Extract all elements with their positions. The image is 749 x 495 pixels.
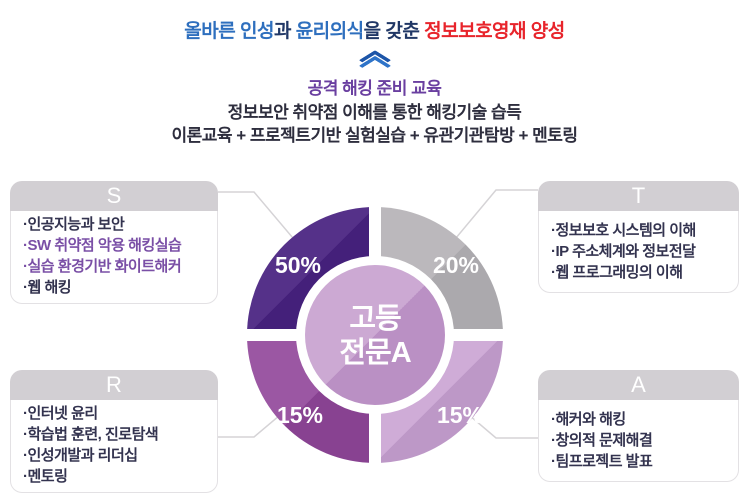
legend-box-a: A ·해커와 해킹 ·창의적 문제해결 ·팀프로젝트 발표	[538, 370, 739, 482]
legend-box-a-body: ·해커와 해킹 ·창의적 문제해결 ·팀프로젝트 발표	[538, 400, 739, 482]
subtitle-education: 공격 해킹 준비 교육	[307, 79, 442, 98]
list-item: ·인터넷 윤리	[23, 405, 98, 422]
legend-box-t: T ·정보보호 시스템의 이해 ·IP 주소체계와 정보전달 ·웹 프로그래밍의…	[538, 181, 739, 293]
title-segment: 올바른 인성	[184, 21, 274, 42]
segment-label-r: 15%	[277, 402, 323, 428]
list-item: ·웹 해킹	[23, 279, 72, 296]
list-item: ·SW 취약점 악용 해킹실습	[23, 237, 182, 254]
page-title: 올바른 인성과 윤리의식을 갖춘 정보보호영재 양성	[0, 16, 749, 43]
subtitle-description: 정보보안 취약점 이해를 통한 해킹기술 습득	[227, 103, 522, 122]
legend-box-t-tab: T	[538, 181, 739, 211]
legend-box-r: R ·인터넷 윤리 ·학습법 훈련, 진로탐색 ·인성개발과 리더십 ·멘토링	[10, 370, 218, 493]
legend-box-t-body: ·정보보호 시스템의 이해 ·IP 주소체계와 정보전달 ·웹 프로그래밍의 이…	[538, 211, 739, 293]
list-item: ·정보보호 시스템의 이해	[551, 222, 696, 239]
center-circle	[305, 265, 445, 405]
list-item: ·해커와 해킹	[551, 411, 626, 428]
list-item: ·멘토링	[23, 468, 68, 485]
center-label-line1: 고등	[349, 303, 401, 335]
double-up-chevron-icon	[358, 50, 391, 76]
list-item: ·팀프로젝트 발표	[551, 453, 653, 470]
list-item: ·창의적 문제해결	[551, 432, 653, 449]
legend-box-r-body: ·인터넷 윤리 ·학습법 훈련, 진로탐색 ·인성개발과 리더십 ·멘토링	[10, 400, 218, 493]
legend-box-s-tab: S	[10, 181, 218, 211]
title-segment: 윤리의식	[295, 21, 364, 42]
list-item: ·인성개발과 리더십	[23, 447, 138, 464]
segment-label-t: 20%	[433, 252, 479, 278]
segment-label-s: 50%	[275, 252, 321, 278]
segment-label-a: 15%	[437, 402, 483, 428]
title-segment: 과	[273, 21, 296, 42]
legend-box-a-tab: A	[538, 370, 739, 400]
list-item: ·학습법 훈련, 진로탐색	[23, 426, 159, 443]
legend-box-s-body: ·인공지능과 보안 ·SW 취약점 악용 해킹실습 ·실습 환경기반 화이트해커…	[10, 211, 218, 304]
title-segment: 정보보호영재 양성	[424, 21, 565, 42]
legend-box-r-tab: R	[10, 370, 218, 400]
legend-box-s: S ·인공지능과 보안 ·SW 취약점 악용 해킹실습 ·실습 환경기반 화이트…	[10, 181, 218, 304]
list-item: ·인공지능과 보안	[23, 216, 125, 233]
list-item: ·웹 프로그래밍의 이해	[551, 264, 683, 281]
subtitle-methods: 이론교육 + 프로젝트기반 실험실습 + 유관기관탐방 + 멘토링	[171, 126, 578, 145]
list-item: ·IP 주소체계와 정보전달	[551, 243, 696, 260]
title-segment: 을 갖춘	[363, 21, 425, 42]
list-item: ·실습 환경기반 화이트해커	[23, 258, 182, 275]
center-label-line2: 전문A	[339, 336, 411, 369]
